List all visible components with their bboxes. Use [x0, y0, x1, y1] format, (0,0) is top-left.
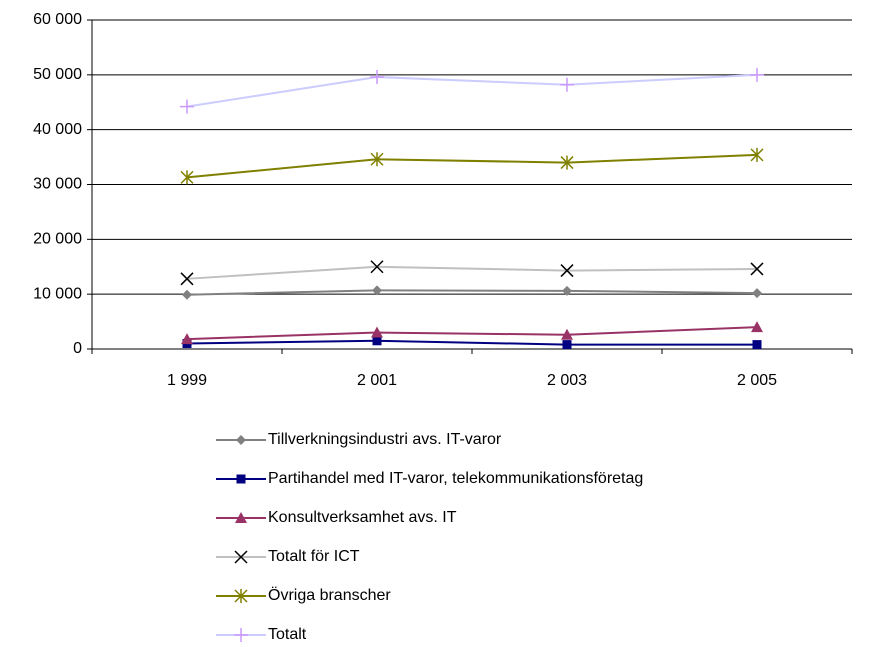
marker-shape [560, 77, 574, 92]
data-point [181, 333, 193, 345]
legend-marker [235, 512, 247, 523]
data-point [750, 262, 764, 276]
legend-marker [234, 589, 248, 603]
marker-shape [752, 288, 762, 299]
marker-shape [235, 512, 247, 523]
series-line [186, 339, 757, 346]
series-line [186, 289, 758, 296]
data-point [180, 170, 194, 185]
x-tick-label: 2 005 [737, 372, 777, 389]
marker-shape [371, 326, 383, 338]
marker-shape [370, 70, 384, 85]
legend-label: Totalt för ICT [268, 548, 360, 565]
data-point [560, 155, 574, 170]
data-point [562, 285, 572, 296]
data-point [372, 285, 382, 296]
data-point [562, 340, 572, 350]
data-point [560, 77, 574, 92]
x-tick-label: 2 001 [357, 372, 397, 389]
marker-shape [562, 340, 572, 350]
x-tick-label: 2 003 [547, 372, 587, 389]
data-point [750, 147, 764, 162]
data-point [182, 289, 192, 300]
marker-shape [562, 285, 572, 296]
marker-shape [234, 550, 248, 564]
marker-shape [180, 272, 194, 286]
data-point [752, 340, 762, 350]
marker-shape [370, 260, 384, 274]
legend-marker [234, 628, 248, 642]
data-point [752, 288, 762, 299]
marker-shape [561, 328, 573, 340]
data-point [180, 99, 194, 114]
data-point [370, 260, 384, 274]
legend-label: Konsultverksamhet avs. IT [268, 509, 457, 526]
x-tick-label: 1 999 [167, 372, 207, 389]
marker-shape [181, 333, 193, 345]
y-tick-label: 60 000 [33, 11, 82, 28]
y-tick-label: 30 000 [33, 176, 82, 193]
data-point [371, 326, 383, 338]
series-line [186, 153, 758, 179]
data-point [560, 264, 574, 278]
marker-shape [180, 99, 194, 114]
data-point [370, 70, 384, 85]
y-tick-label: 0 [73, 340, 82, 357]
legend-marker [236, 435, 246, 445]
marker-shape [560, 155, 574, 170]
marker-shape [750, 147, 764, 162]
marker-shape [236, 474, 246, 484]
legend-marker [234, 550, 248, 564]
data-point [372, 336, 382, 346]
data-point [180, 272, 194, 286]
legend-label: Totalt [268, 626, 307, 643]
marker-shape [372, 285, 382, 296]
marker-shape [182, 289, 192, 300]
y-tick-label: 20 000 [33, 231, 82, 248]
legend-marker [236, 474, 246, 484]
series-line [186, 73, 758, 108]
marker-shape [180, 170, 194, 185]
marker-shape [751, 321, 763, 333]
marker-shape [372, 336, 382, 346]
series-line [186, 265, 758, 280]
marker-shape [560, 264, 574, 278]
marker-shape [750, 67, 764, 82]
legend-label: Tillverkningsindustri avs. IT-varor [268, 431, 502, 448]
y-tick-label: 40 000 [33, 121, 82, 138]
marker-shape [236, 435, 246, 445]
marker-shape [750, 262, 764, 276]
data-point [751, 321, 763, 333]
y-tick-label: 10 000 [33, 285, 82, 302]
series-line [186, 326, 758, 341]
data-point [561, 328, 573, 340]
data-point [750, 67, 764, 82]
legend-label: Partihandel med IT-varor, telekommunikat… [268, 470, 643, 487]
marker-shape [234, 628, 248, 642]
data-point [370, 152, 384, 167]
marker-shape [752, 340, 762, 350]
legend-label: Övriga branscher [268, 586, 391, 604]
y-tick-label: 50 000 [33, 66, 82, 83]
marker-shape [370, 152, 384, 167]
marker-shape [234, 589, 248, 603]
